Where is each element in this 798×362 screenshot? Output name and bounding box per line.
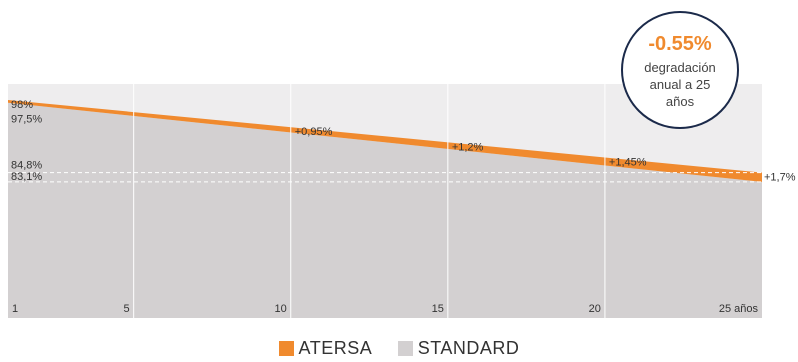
- gap-annotation: +0,95%: [295, 126, 333, 138]
- gap-annotation: +1,45%: [609, 156, 647, 168]
- legend-item-standard: STANDARD: [397, 338, 520, 359]
- degradation-badge: [621, 11, 739, 129]
- chart-legend: ATERSA STANDARD: [0, 338, 798, 361]
- legend-swatch-atersa: [278, 341, 294, 356]
- badge-line: anual a 25: [650, 77, 711, 92]
- badge-line: años: [666, 94, 695, 109]
- x-tick-label: 1: [12, 303, 18, 315]
- legend-item-atersa: ATERSA: [278, 338, 373, 359]
- start-value-label: 84,8%: [11, 160, 42, 172]
- start-value-label: 83,1%: [11, 171, 42, 183]
- badge-value: -0.55%: [648, 33, 712, 55]
- start-value-label: 98%: [11, 99, 33, 111]
- x-tick-label: 25 años: [719, 303, 759, 315]
- badge-line: degradación: [644, 60, 716, 75]
- atersa-band: [8, 99, 762, 182]
- x-tick-label: 20: [589, 303, 601, 315]
- x-tick-label: 10: [275, 303, 287, 315]
- legend-label-atersa: ATERSA: [298, 338, 373, 358]
- x-tick-label: 15: [432, 303, 444, 315]
- gap-annotation: +1,2%: [452, 141, 484, 153]
- gap-annotation: +1,7%: [764, 172, 796, 184]
- start-value-label: 97,5%: [11, 114, 42, 126]
- x-tick-label: 5: [124, 303, 130, 315]
- legend-swatch-standard: [397, 341, 413, 356]
- standard-area: [8, 102, 762, 318]
- legend-label-standard: STANDARD: [417, 338, 520, 358]
